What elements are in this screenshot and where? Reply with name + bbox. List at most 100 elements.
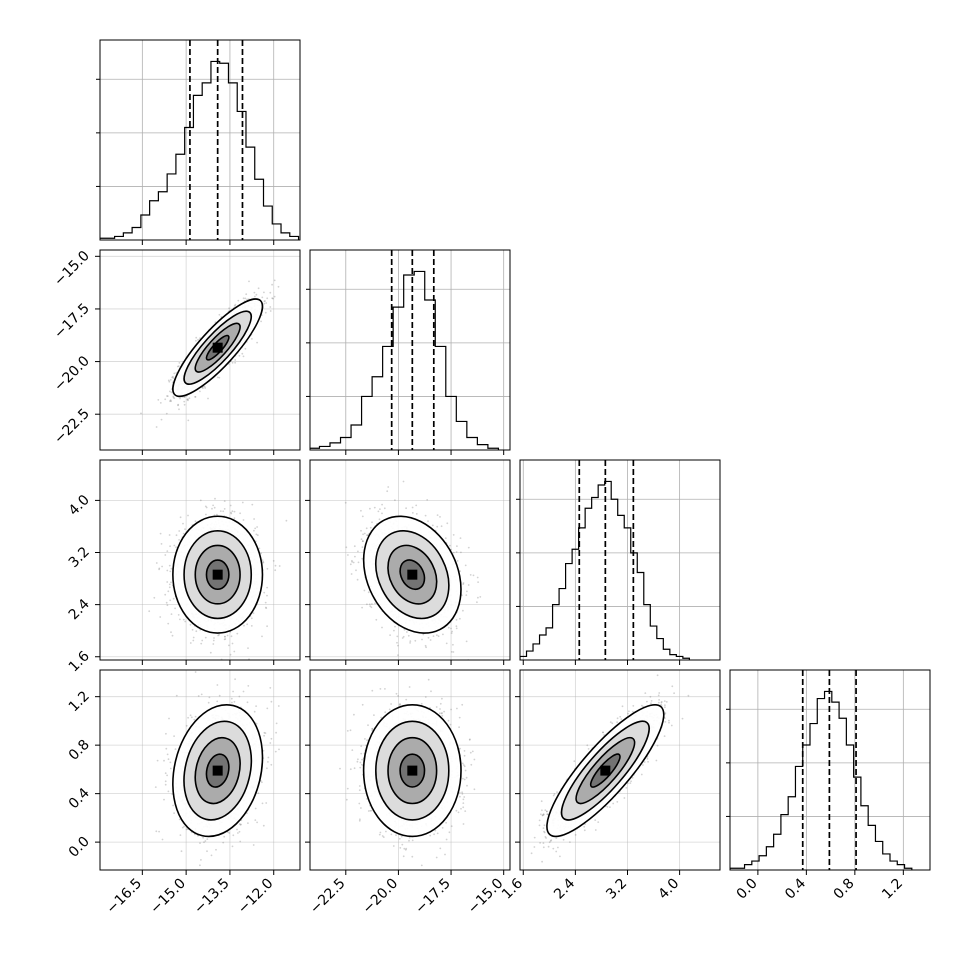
scatter-point — [237, 299, 240, 302]
scatter-point — [234, 359, 237, 361]
scatter-point — [230, 511, 232, 514]
scatter-point — [159, 532, 162, 535]
scatter-point — [231, 510, 234, 513]
scatter-point — [266, 625, 268, 628]
scatter-point — [427, 520, 429, 523]
scatter-point — [183, 403, 186, 406]
scatter-point — [246, 298, 249, 301]
scatter-point — [224, 636, 226, 638]
scatter-point — [194, 396, 196, 398]
scatter-point — [250, 617, 253, 620]
scatter-point — [179, 516, 182, 519]
density-contour-1 — [183, 310, 253, 385]
scatter-point — [452, 551, 455, 554]
y-tick-label-1-2: −17.5 — [51, 300, 93, 342]
scatter-point — [166, 550, 169, 552]
scatter-point — [205, 506, 208, 509]
scatter-point — [266, 297, 269, 300]
scatter-point — [256, 534, 259, 537]
scatter-point — [164, 554, 167, 556]
scatter-point — [236, 632, 239, 635]
scatter-point — [161, 565, 163, 568]
scatter-point — [157, 399, 160, 401]
scatter-point — [462, 583, 465, 585]
scatter-point — [199, 390, 201, 393]
scatter-point — [273, 295, 276, 298]
scatter-point — [203, 385, 206, 388]
scatter-point — [175, 534, 178, 537]
scatter-point — [174, 607, 176, 610]
scatter-point — [224, 638, 227, 640]
scatter-point — [250, 625, 253, 627]
scatter-point — [166, 395, 168, 397]
scatter-point — [172, 375, 174, 378]
scatter-point — [366, 534, 368, 536]
scatter-point — [212, 504, 214, 507]
scatter-point — [195, 630, 198, 633]
scatter-point — [166, 581, 169, 583]
scatter-point — [233, 510, 236, 513]
scatter-point — [455, 551, 458, 553]
scatter-point — [269, 310, 272, 312]
scatter-point — [369, 605, 372, 608]
scatter-point — [168, 586, 171, 589]
scatter-point — [148, 610, 151, 613]
scatter-point — [204, 505, 207, 508]
scatter-point — [255, 533, 258, 536]
scatter-point — [177, 404, 179, 407]
scatter-point — [173, 372, 176, 375]
scatter-point — [202, 387, 204, 390]
panel-frame — [99, 39, 301, 241]
scatter-point — [375, 618, 378, 621]
scatter-point — [269, 291, 272, 294]
density-peak — [212, 569, 223, 580]
scatter-point — [173, 397, 176, 400]
scatter-point — [194, 520, 197, 523]
scatter-point — [177, 614, 180, 616]
density-peak — [212, 342, 223, 353]
scatter-point — [164, 398, 167, 401]
scatter-point — [239, 512, 242, 515]
y-tick-label-2-2: 3.2 — [66, 544, 93, 571]
scatter-point — [223, 500, 226, 502]
scatter-point — [170, 581, 172, 584]
scatter-point — [182, 522, 184, 525]
scatter-point — [169, 400, 171, 403]
scatter-point — [263, 300, 266, 303]
y-tick-label-2-1: 2.4 — [66, 596, 93, 623]
scatter-point — [216, 376, 219, 379]
scatter-point — [171, 376, 173, 379]
scatter-point — [177, 365, 180, 367]
scatter-point — [241, 501, 244, 504]
scatter-point — [273, 279, 276, 282]
scatter-point — [263, 591, 266, 594]
scatter-point — [446, 522, 449, 525]
scatter-point — [450, 627, 452, 630]
scatter-panel-1-0 — [95, 249, 301, 455]
scatter-point — [285, 519, 288, 522]
scatter-point — [183, 396, 186, 398]
scatter-point — [251, 503, 254, 506]
scatter-point — [265, 606, 267, 609]
scatter-point — [394, 625, 396, 628]
scatter-point — [371, 603, 373, 605]
scatter-point — [248, 280, 250, 283]
scatter-point — [167, 379, 170, 382]
scatter-point — [211, 507, 213, 510]
scatter-point — [223, 508, 226, 510]
panel-content — [100, 40, 300, 240]
panel-content — [100, 460, 300, 660]
scatter-point — [256, 341, 258, 344]
scatter-point — [168, 534, 171, 536]
scatter-point — [231, 642, 234, 645]
scatter-point — [242, 355, 245, 358]
scatter-point — [266, 586, 268, 589]
scatter-point — [204, 636, 207, 639]
scatter-point — [187, 399, 189, 402]
scatter-point — [373, 506, 376, 509]
scatter-point — [212, 643, 215, 645]
scatter-point — [244, 347, 247, 350]
scatter-point — [266, 567, 269, 570]
scatter-point — [176, 365, 179, 368]
